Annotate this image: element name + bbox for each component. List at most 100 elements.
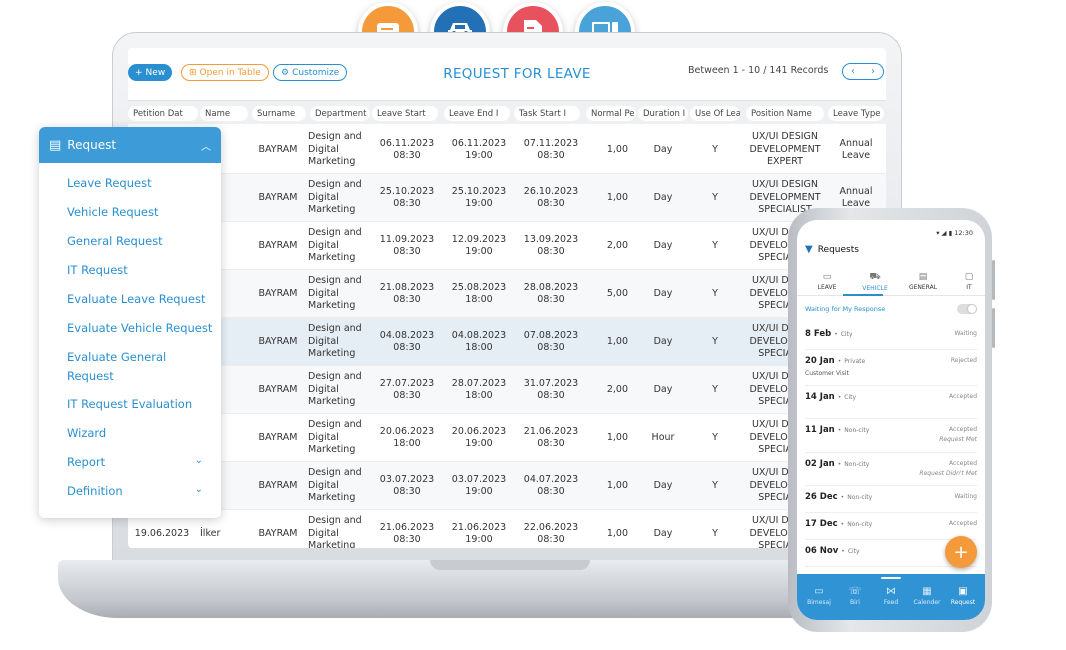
- cell-np: 1,00: [606, 335, 628, 347]
- chevron-right-icon[interactable]: ›: [871, 66, 875, 77]
- cell-ls: 20.06.2023 18:00: [379, 425, 435, 450]
- column-header[interactable]: Duration I: [638, 106, 688, 121]
- add-request-button[interactable]: +: [945, 536, 977, 568]
- cell-le: 20.06.2023 19:00: [451, 425, 507, 450]
- menu-item[interactable]: Wizard: [67, 426, 107, 440]
- cell-surname: BAYRAM: [258, 335, 298, 347]
- list-item[interactable]: 02 Jan • Non-city Accepted Request Didn't Me…: [805, 453, 977, 486]
- pager[interactable]: ‹ ›: [842, 63, 884, 80]
- column-header[interactable]: Petition Dat: [128, 106, 198, 121]
- item-date: 8 Feb • City: [805, 329, 853, 339]
- cell-le: 25.08.2023 18:00: [451, 281, 507, 306]
- bottom-nav-item[interactable]: ▣ Request: [945, 586, 981, 606]
- chevron-left-icon[interactable]: ‹: [851, 66, 855, 77]
- cell-dept: Design and Digital Marketing: [308, 467, 362, 504]
- tab-icon: ⛟: [869, 272, 881, 282]
- menu-item[interactable]: Definition: [67, 484, 123, 498]
- item-status: Accepted Request Met: [939, 426, 977, 443]
- filter-toggle[interactable]: [957, 304, 977, 314]
- cell-dur: Day: [653, 143, 673, 155]
- item-date: 02 Jan • Non-city: [805, 459, 870, 469]
- menu-item[interactable]: IT Request Evaluation: [67, 397, 193, 411]
- column-header[interactable]: Leave Start: [372, 106, 438, 121]
- cell-dept: Design and Digital Marketing: [308, 419, 362, 456]
- cell-use: Y: [712, 527, 718, 539]
- menu-item[interactable]: General Request: [67, 234, 163, 248]
- cell-dur: Day: [653, 191, 673, 203]
- chevron-up-icon[interactable]: ︿: [201, 141, 211, 153]
- column-header[interactable]: Department: [310, 106, 370, 121]
- column-header[interactable]: Leave Type: [828, 106, 884, 121]
- menu-item[interactable]: Vehicle Request: [67, 205, 159, 219]
- cell-surname: BAYRAM: [258, 383, 298, 395]
- cell-lt: Annual Leave: [839, 137, 873, 162]
- records-range: Between 1 - 10 / 141 Records: [688, 65, 829, 76]
- cell-dur: Day: [653, 335, 673, 347]
- column-header[interactable]: Normal Pe: [586, 106, 636, 121]
- chevron-down-icon[interactable]: ⌄: [194, 455, 203, 466]
- gear-icon: ⚙: [281, 67, 290, 78]
- cell-surname: BAYRAM: [258, 479, 298, 491]
- cell-dept: Design and Digital Marketing: [308, 179, 362, 216]
- phone-tab[interactable]: ⛟ VEHICLE: [855, 272, 895, 292]
- menu-item[interactable]: Evaluate Leave Request: [67, 292, 206, 306]
- cell-use: Y: [712, 431, 718, 443]
- new-button[interactable]: + New: [128, 64, 173, 81]
- tab-icon: ▤: [918, 272, 928, 282]
- bottom-nav-item[interactable]: ⋈ Feed: [873, 586, 909, 606]
- cell-use: Y: [712, 191, 718, 203]
- cell-np: 1,00: [606, 431, 628, 443]
- cell-ts: 22.06.2023 08:30: [523, 521, 579, 546]
- table-row[interactable]: 19.06.2023 İlker BAYRAM Design and Digital …: [128, 510, 886, 548]
- bottom-nav-item[interactable]: ▭ Bimesaj: [801, 586, 837, 606]
- menu-item[interactable]: IT Request: [67, 263, 128, 277]
- item-date: 26 Dec • Non-city: [805, 492, 873, 502]
- cell-dur: Hour: [651, 431, 675, 443]
- laptop-notch: [430, 560, 590, 570]
- column-header[interactable]: Position Name: [746, 106, 824, 121]
- item-date: 11 Jan • Non-city: [805, 425, 870, 435]
- phone-tab[interactable]: ▤ GENERAL: [903, 272, 943, 291]
- open-in-table-button[interactable]: ⊞ Open in Table: [181, 64, 269, 81]
- cell-surname: BAYRAM: [258, 287, 298, 299]
- menu-item[interactable]: Evaluate Vehicle Request: [67, 321, 213, 335]
- menu-item[interactable]: Report: [67, 455, 106, 469]
- menu-item[interactable]: Evaluate General Request: [67, 350, 167, 383]
- list-item[interactable]: 14 Jan • City Accepted: [805, 386, 977, 419]
- phone-tab[interactable]: ▢ IT: [949, 272, 985, 291]
- list-item[interactable]: 11 Jan • Non-city Accepted Request Met: [805, 419, 977, 453]
- list-item[interactable]: 17 Dec • Non-city Accepted: [805, 513, 977, 540]
- list-item[interactable]: 20 Jan • Private Rejected Customer Visit: [805, 350, 977, 386]
- column-header[interactable]: Use Of Lea: [690, 106, 740, 121]
- customize-button[interactable]: ⚙ Customize: [273, 64, 348, 81]
- column-header[interactable]: Surname: [252, 106, 306, 121]
- menu-item[interactable]: Leave Request: [67, 176, 152, 190]
- cell-dur: Day: [653, 383, 673, 395]
- bottom-nav-item[interactable]: ☏ Biri: [837, 586, 873, 606]
- request-menu-header[interactable]: ▤ Request ︿: [39, 127, 221, 163]
- list-item[interactable]: 8 Feb • City Waiting: [805, 323, 977, 350]
- column-header[interactable]: Task Start I: [514, 106, 580, 121]
- column-header[interactable]: Leave End I: [444, 106, 510, 121]
- column-header[interactable]: Name: [200, 106, 248, 121]
- list-item[interactable]: 06 Nov • City: [805, 540, 977, 567]
- list-item[interactable]: 26 Dec • Non-city Waiting: [805, 486, 977, 513]
- bottom-nav-item[interactable]: ▦ Calender: [909, 586, 945, 606]
- cell-lt: Annual Leave: [839, 185, 873, 210]
- cell-dept: Design and Digital Marketing: [308, 515, 362, 548]
- cell-np: 2,00: [606, 239, 628, 251]
- cell-dept: Design and Digital Marketing: [308, 275, 362, 312]
- table-header: Petition Dat Name Surname Department Leave S…: [128, 100, 886, 124]
- phone-tab[interactable]: ▭ LEAVE: [807, 272, 847, 291]
- nav-icon: ▦: [922, 586, 932, 597]
- item-status: Rejected: [950, 357, 977, 364]
- chevron-down-icon[interactable]: ⌄: [194, 484, 203, 495]
